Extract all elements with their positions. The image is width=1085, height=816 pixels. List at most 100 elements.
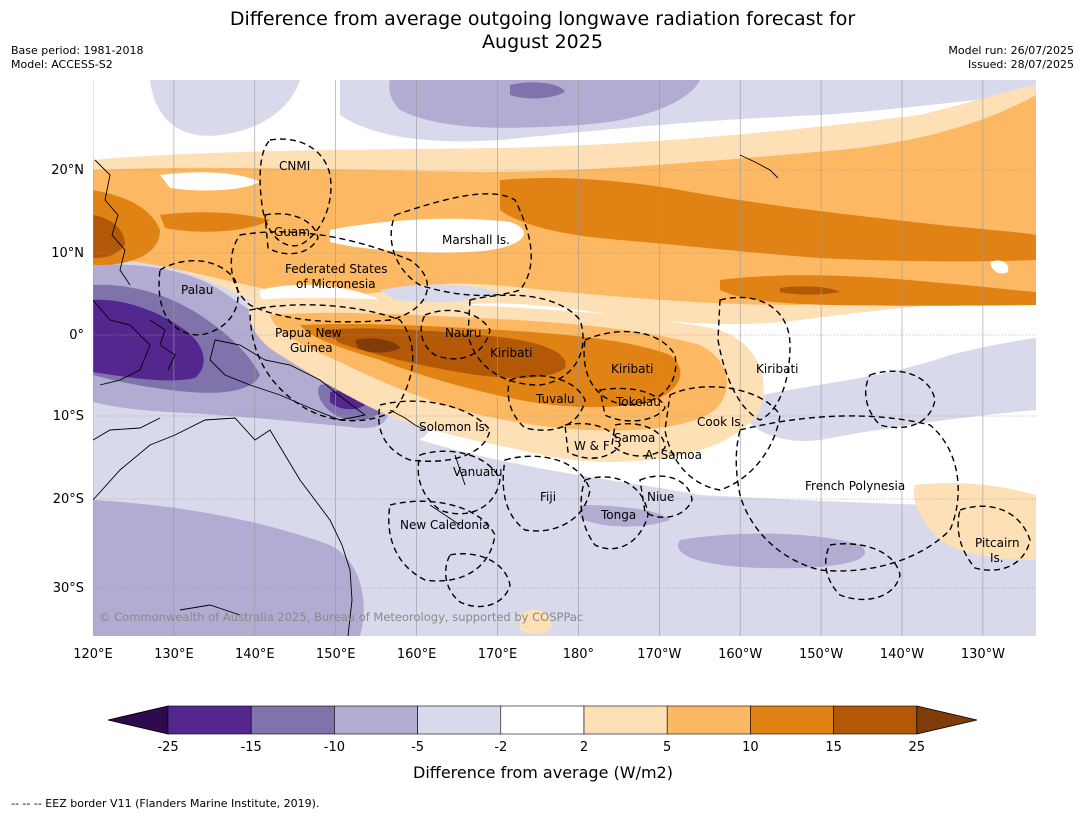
eez-samoa bbox=[611, 423, 666, 457]
olr-north-west-light bbox=[150, 80, 300, 136]
olr-eq-orange-core bbox=[355, 338, 400, 353]
eez-tonga bbox=[580, 476, 649, 550]
eez-tuvalu bbox=[507, 375, 586, 431]
label-cnmi: CNMI bbox=[279, 159, 310, 173]
colorbar-tick-label: 5 bbox=[663, 740, 671, 755]
label-samoa: Samoa bbox=[614, 431, 655, 445]
olr-maritime-darkest bbox=[93, 299, 204, 381]
eez-cnmi bbox=[259, 138, 332, 247]
label-tokelau: Tokelau bbox=[615, 395, 661, 409]
colorbar-tick-label: -15 bbox=[241, 740, 262, 755]
label-asamoa: A. Samoa bbox=[645, 448, 702, 462]
olr-west-orange-darkest bbox=[93, 215, 125, 258]
coast-new-guinea bbox=[209, 339, 367, 421]
eez-clipperton-area bbox=[864, 370, 936, 429]
coast-philippines bbox=[94, 159, 131, 286]
olr-blob-south-medium-3 bbox=[580, 505, 670, 527]
label-new-caledonia: New Caledonia bbox=[400, 518, 490, 532]
coastlines bbox=[93, 154, 779, 636]
lon-tick-label: 150°E bbox=[316, 647, 356, 662]
colorbar-segment bbox=[167, 705, 252, 735]
olr-north-orange-dark-2 bbox=[720, 275, 1036, 306]
label-tuvalu: Tuvalu bbox=[535, 392, 575, 406]
eez-kermadec bbox=[444, 553, 511, 608]
lon-tick-label: 120°E bbox=[73, 647, 113, 662]
lon-tick-label: 130°E bbox=[154, 647, 194, 662]
colorbar-extend-low bbox=[107, 705, 169, 735]
label-png-2: Guinea bbox=[290, 341, 333, 355]
lat-tick-label: 20°N bbox=[51, 163, 84, 178]
label-kiribati-west: Kiribati bbox=[490, 346, 532, 360]
colorbar bbox=[107, 705, 978, 735]
colorbar-segment bbox=[750, 705, 834, 735]
latitude-tick-labels: 20°N 10°N 0° 10°S 20°S 30°S bbox=[51, 163, 84, 596]
eez-newcal bbox=[388, 500, 496, 582]
colorbar-segment bbox=[500, 705, 585, 735]
chart-title: Difference from average outgoing longwav… bbox=[229, 8, 856, 53]
coast-australia-north bbox=[93, 417, 161, 441]
eez-pitcairn bbox=[957, 505, 1031, 571]
coast-sulawesi bbox=[149, 319, 176, 371]
olr-se-orange-light bbox=[913, 483, 1036, 560]
eez-south-pacific bbox=[824, 543, 901, 601]
colorbar-tick-label: 2 bbox=[580, 740, 588, 755]
eez-frpoly bbox=[735, 415, 959, 572]
colorbar-tick-label: 15 bbox=[825, 740, 842, 755]
label-french-polynesia: French Polynesia bbox=[805, 479, 905, 493]
map-area: CNMI Guam Marshall Is. Federated States … bbox=[93, 80, 1036, 636]
label-pitcairn-1: Pitcairn bbox=[975, 536, 1020, 550]
colorbar-tick-label: -10 bbox=[324, 740, 345, 755]
label-nauru: Nauru bbox=[445, 326, 481, 340]
region-labels: CNMI Guam Marshall Is. Federated States … bbox=[99, 159, 1020, 624]
coast-hawaii bbox=[739, 154, 779, 179]
eez-guam bbox=[264, 213, 319, 255]
eez-kiribati-gilbert bbox=[467, 294, 584, 386]
label-pitcairn-2: Is. bbox=[990, 551, 1004, 565]
colorbar-segment bbox=[250, 705, 335, 735]
coast-vanuatu bbox=[454, 454, 466, 486]
label-marshall: Marshall Is. bbox=[442, 233, 510, 247]
meta-right: Model run: 26/07/2025 Issued: 28/07/2025 bbox=[948, 44, 1074, 72]
colorbar-segment bbox=[583, 705, 668, 735]
olr-white-gap-3 bbox=[160, 172, 260, 191]
label-kiribati-east: Kiribati bbox=[756, 362, 798, 376]
eez-legend-note: -- -- -- EEZ border V11 (Flanders Marine… bbox=[11, 797, 320, 810]
label-guam: Guam bbox=[274, 225, 310, 239]
lon-tick-label: 140°W bbox=[880, 647, 924, 662]
lon-tick-label: 150°W bbox=[799, 647, 843, 662]
label-fsm-2: of Micronesia bbox=[296, 277, 376, 291]
olr-north-orange-w bbox=[160, 212, 270, 232]
olr-north-cmb bbox=[510, 82, 565, 99]
meta-left: Base period: 1981-2018 Model: ACCESS-S2 bbox=[11, 44, 143, 72]
longitude-tick-labels: 120°E 130°E 140°E 150°E 160°E 170°E 180° 170°W 1… bbox=[73, 647, 1005, 662]
lat-tick-label: 10°S bbox=[53, 409, 84, 424]
eez-palau bbox=[158, 260, 239, 336]
label-niue: Niue bbox=[647, 490, 674, 504]
lon-tick-label: 130°W bbox=[961, 647, 1005, 662]
colorbar-extend-high bbox=[916, 705, 978, 735]
colorbar-tick-label: -5 bbox=[411, 740, 424, 755]
label-kiribati-central: Kiribati bbox=[611, 362, 653, 376]
lat-tick-label: 20°S bbox=[53, 492, 84, 507]
olr-band-north-medium bbox=[389, 80, 700, 128]
lon-tick-label: 170°W bbox=[637, 647, 681, 662]
label-fiji: Fiji bbox=[540, 490, 556, 504]
olr-north-purple-islands bbox=[380, 284, 500, 303]
colorbar-segment bbox=[666, 705, 751, 735]
coast-solomons bbox=[389, 409, 426, 431]
colorbar-tick-labels: -25 -15 -10 -5 -2 2 5 10 15 25 bbox=[157, 740, 925, 755]
lon-tick-label: 160°E bbox=[397, 647, 437, 662]
eez-wf bbox=[564, 422, 621, 459]
eez-solomon bbox=[378, 400, 491, 462]
label-tonga: Tonga bbox=[600, 508, 636, 522]
olr-band-south-medium bbox=[93, 500, 364, 636]
lon-tick-label: 140°E bbox=[235, 647, 275, 662]
lat-tick-label: 0° bbox=[69, 328, 84, 343]
model-name: Model: ACCESS-S2 bbox=[11, 58, 113, 71]
base-period: Base period: 1981-2018 bbox=[11, 44, 144, 57]
model-run: Model run: 26/07/2025 bbox=[948, 44, 1074, 57]
colorbar-segment bbox=[833, 705, 918, 735]
copyright-notice: © Commonwealth of Australia 2025, Bureau… bbox=[99, 610, 583, 624]
eez-borders bbox=[158, 138, 1031, 608]
lat-tick-label: 30°S bbox=[53, 581, 84, 596]
